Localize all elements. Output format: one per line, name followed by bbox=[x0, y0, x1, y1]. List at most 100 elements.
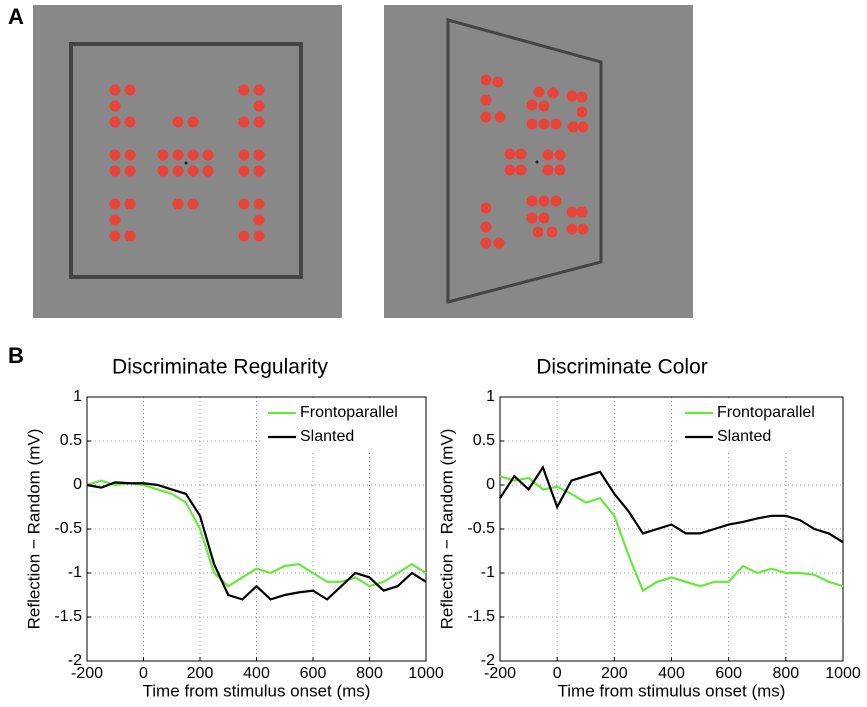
x-axis-label: Time from stimulus onset (ms) bbox=[143, 681, 371, 700]
stimulus-dot bbox=[124, 198, 136, 210]
stimulus-dot bbox=[109, 165, 121, 177]
stimulus-dot bbox=[546, 226, 558, 238]
stimulus-dot bbox=[124, 116, 136, 128]
x-tick-label: 1000 bbox=[408, 665, 444, 682]
stimulus-dot bbox=[550, 118, 562, 130]
y-tick-label: 1 bbox=[486, 388, 495, 405]
stimulus-dot bbox=[566, 223, 578, 235]
stimulus-dot bbox=[187, 165, 199, 177]
y-axis-label: Reflection − Random (mV) bbox=[437, 429, 456, 630]
stimulus-dot bbox=[124, 84, 136, 96]
stimulus-dot bbox=[550, 195, 562, 207]
fixation-dot bbox=[535, 160, 539, 164]
stimulus-dot bbox=[566, 206, 578, 218]
y-tick-label: 0 bbox=[486, 476, 495, 493]
stimulus-dot bbox=[172, 116, 184, 128]
data-line bbox=[499, 464, 844, 544]
legend-label: Slanted bbox=[300, 428, 354, 445]
legend-box bbox=[261, 398, 425, 452]
stimulus-dot bbox=[253, 149, 265, 161]
stimulus-dot bbox=[124, 149, 136, 161]
stimulus-dot bbox=[547, 87, 559, 99]
legend-label: Frontoparallel bbox=[300, 404, 398, 421]
y-tick-label: -1 bbox=[481, 564, 495, 581]
x-tick-label: 400 bbox=[658, 665, 685, 682]
stimulus-dot bbox=[238, 116, 250, 128]
y-tick-label: 0 bbox=[73, 476, 82, 493]
stimulus-dot bbox=[124, 165, 136, 177]
stimulus-dot bbox=[253, 198, 265, 210]
x-tick-label: 0 bbox=[139, 665, 148, 682]
stimulus-dot bbox=[504, 148, 516, 160]
stimulus-dot bbox=[109, 198, 121, 210]
data-line bbox=[86, 479, 427, 588]
stimulus-dot bbox=[480, 74, 492, 86]
stimulus-dot bbox=[538, 195, 550, 207]
chart-title: Discriminate Regularity bbox=[112, 356, 328, 379]
stimulus-dot bbox=[526, 212, 538, 224]
y-tick-label: -2 bbox=[481, 652, 495, 669]
stimulus-dot bbox=[515, 148, 527, 160]
legend-label: Slanted bbox=[717, 428, 771, 445]
x-tick-label: 800 bbox=[772, 665, 799, 682]
x-tick-label: -200 bbox=[71, 665, 103, 682]
stimulus-dot bbox=[202, 165, 214, 177]
stimulus-dot bbox=[533, 86, 545, 98]
stimulus-dot bbox=[542, 164, 554, 176]
panel-label: A bbox=[8, 4, 24, 29]
legend-box bbox=[678, 398, 842, 452]
stimulus-dot bbox=[253, 84, 265, 96]
stimulus-dot bbox=[157, 165, 169, 177]
x-tick-label: 400 bbox=[243, 665, 270, 682]
y-tick-label: -0.5 bbox=[467, 520, 495, 537]
stimulus-dot bbox=[202, 149, 214, 161]
stimulus-dot bbox=[253, 230, 265, 242]
plot-frame bbox=[499, 396, 844, 662]
data-line bbox=[499, 475, 844, 593]
stimulus-dot bbox=[187, 198, 199, 210]
stimulus-dot bbox=[538, 100, 550, 112]
stimulus-dot bbox=[554, 149, 566, 161]
stimulus-dot bbox=[576, 106, 588, 118]
stimulus-dot bbox=[538, 118, 550, 130]
stimulus-dot bbox=[526, 99, 538, 111]
stimulus-dot bbox=[157, 149, 169, 161]
stimulus-slanted bbox=[384, 5, 693, 318]
y-axis-label: Reflection − Random (mV) bbox=[24, 429, 43, 630]
y-tick-label: -1.5 bbox=[54, 608, 82, 625]
x-tick-label: 200 bbox=[187, 665, 214, 682]
stimulus-background bbox=[33, 5, 342, 318]
stimulus-frame bbox=[446, 18, 603, 304]
x-tick-label: 800 bbox=[356, 665, 383, 682]
y-tick-label: -1 bbox=[68, 564, 82, 581]
stimulus-dot bbox=[253, 214, 265, 226]
stimulus-dot bbox=[538, 212, 550, 224]
stimulus-dot bbox=[480, 221, 492, 233]
stimulus-dot bbox=[238, 230, 250, 242]
stimulus-dot bbox=[492, 76, 504, 88]
stimulus-dot bbox=[172, 165, 184, 177]
stimulus-background bbox=[384, 5, 693, 318]
legend-label: Frontoparallel bbox=[717, 404, 815, 421]
stimulus-dot bbox=[515, 164, 527, 176]
x-tick-label: 1000 bbox=[825, 665, 861, 682]
stimulus-dot bbox=[526, 195, 538, 207]
stimulus-dot bbox=[109, 100, 121, 112]
x-tick-label: 200 bbox=[601, 665, 628, 682]
stimulus-dot bbox=[480, 202, 492, 214]
stimulus-dot bbox=[238, 84, 250, 96]
stimulus-dot bbox=[493, 237, 505, 249]
stimulus-dot bbox=[253, 116, 265, 128]
stimulus-dot bbox=[567, 121, 579, 133]
y-tick-label: 0.5 bbox=[473, 432, 495, 449]
fixation-dot bbox=[184, 161, 188, 165]
stimulus-dot bbox=[187, 116, 199, 128]
stimulus-dot bbox=[494, 111, 506, 123]
stimulus-dot bbox=[172, 149, 184, 161]
stimulus-dot bbox=[577, 121, 589, 133]
stimulus-frame bbox=[69, 42, 303, 279]
stimulus-dot bbox=[238, 165, 250, 177]
stimulus-frontoparallel bbox=[33, 5, 342, 318]
stimulus-dot bbox=[480, 94, 492, 106]
